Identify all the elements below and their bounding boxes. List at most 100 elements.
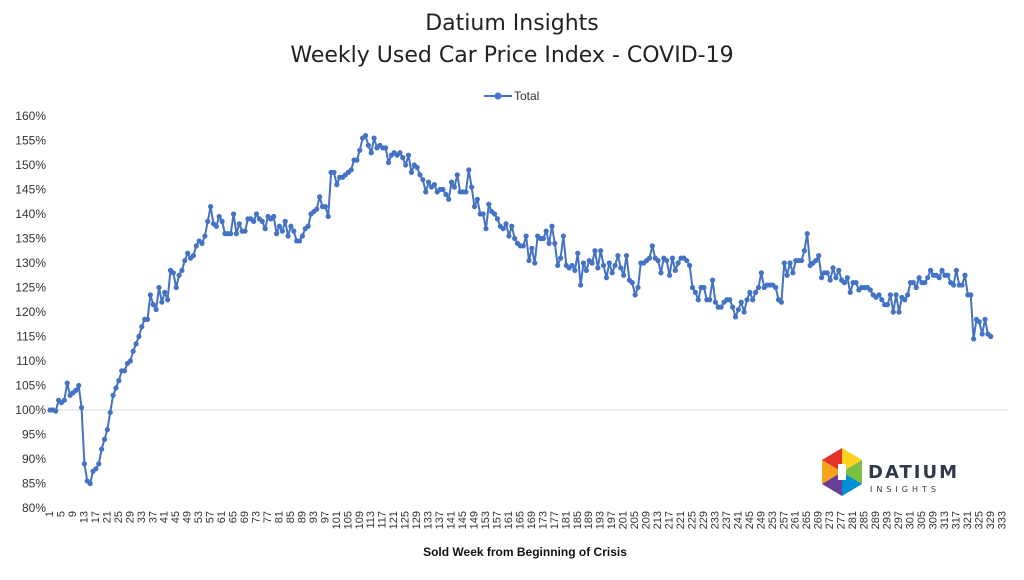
x-tick-label: 77 — [262, 511, 274, 523]
data-point — [216, 213, 222, 220]
data-point — [76, 382, 82, 389]
data-point — [236, 221, 242, 227]
data-point — [922, 280, 928, 286]
data-point — [557, 255, 564, 261]
data-point — [446, 196, 452, 202]
data-point — [623, 253, 630, 259]
y-tick-label: 135% — [15, 232, 46, 246]
data-point — [879, 297, 885, 303]
x-tick-label: 253 — [767, 511, 779, 529]
data-point — [403, 162, 409, 168]
data-point — [847, 289, 853, 295]
data-point — [595, 265, 601, 271]
legend-label: Total — [514, 89, 539, 103]
x-tick-label: 217 — [664, 511, 676, 529]
data-point — [121, 368, 128, 374]
data-point — [612, 262, 618, 269]
data-point — [276, 223, 283, 229]
data-point — [296, 238, 303, 244]
logo-facet — [822, 448, 842, 472]
x-tick-label: 177 — [549, 511, 561, 529]
y-tick-label: 95% — [22, 428, 46, 442]
data-point — [202, 233, 208, 239]
data-point — [354, 157, 360, 163]
x-tick-label: 213 — [652, 511, 664, 529]
data-point — [179, 267, 185, 273]
data-point — [185, 250, 191, 256]
data-point — [480, 211, 486, 217]
data-point — [927, 267, 934, 273]
data-point — [233, 231, 240, 237]
data-point — [440, 186, 446, 193]
data-point — [219, 218, 225, 224]
x-tick-label: 149 — [469, 511, 481, 529]
data-point — [529, 245, 535, 251]
data-point — [96, 461, 102, 467]
data-point — [64, 380, 70, 386]
data-point — [583, 267, 589, 273]
y-tick-label: 160% — [15, 109, 46, 123]
data-point — [262, 226, 268, 232]
data-point — [144, 316, 151, 322]
data-point — [750, 297, 756, 303]
data-point — [282, 218, 288, 224]
x-tick-label: 109 — [354, 511, 366, 529]
data-point — [176, 272, 182, 278]
data-point — [543, 228, 549, 234]
logo-facet — [822, 460, 842, 484]
x-tick-label: 181 — [560, 511, 572, 529]
data-point — [104, 427, 110, 433]
data-point — [523, 233, 529, 239]
data-point — [784, 272, 790, 278]
data-point — [110, 392, 116, 398]
x-tick-label: 249 — [755, 511, 767, 529]
data-point — [968, 292, 974, 298]
data-point — [669, 255, 676, 261]
data-point — [950, 282, 957, 288]
x-tick-label: 121 — [388, 511, 400, 529]
data-point — [93, 466, 99, 472]
data-point — [448, 179, 455, 185]
y-tick-label: 90% — [22, 452, 46, 466]
data-point — [916, 275, 922, 281]
x-tick-label: 201 — [618, 511, 630, 529]
x-axis-label: Sold Week from Beginning of Crisis — [423, 545, 627, 559]
data-point — [368, 150, 374, 156]
data-point — [578, 282, 584, 288]
data-point — [208, 204, 214, 210]
data-point — [853, 280, 859, 286]
x-tick-label: 309 — [927, 511, 939, 529]
x-tick-label: 229 — [698, 511, 710, 529]
data-point — [127, 358, 133, 364]
y-tick-label: 110% — [16, 354, 46, 368]
data-point — [615, 253, 621, 259]
data-point — [271, 213, 277, 220]
x-tick-label: 137 — [434, 511, 446, 529]
data-point — [816, 253, 822, 259]
chart-subtitle: Weekly Used Car Price Index - COVID-19 — [290, 43, 733, 68]
data-point — [976, 319, 982, 325]
chart-title: Datium Insights — [425, 11, 599, 36]
data-point — [417, 172, 423, 178]
data-point — [133, 341, 139, 347]
x-tick-label: 257 — [778, 511, 790, 529]
data-point — [279, 228, 285, 234]
data-point — [687, 262, 693, 269]
data-point — [841, 280, 848, 286]
data-point — [600, 262, 607, 269]
data-point — [646, 255, 653, 261]
data-point — [962, 272, 968, 278]
x-tick-label: 209 — [641, 511, 653, 529]
data-point — [443, 191, 449, 197]
data-point — [242, 228, 248, 234]
data-point — [982, 316, 988, 322]
x-tick-label: 233 — [709, 511, 721, 529]
x-tick-label: 29 — [124, 511, 136, 523]
data-point — [299, 233, 306, 239]
data-point — [362, 133, 369, 139]
y-tick-label: 80% — [22, 501, 46, 515]
data-point — [408, 169, 414, 175]
x-axis: 1 5 9 13 17 21 25 29 33 37 41 45 49 53 57 61 65 69 73 77 81 8… — [44, 511, 1008, 529]
data-point — [491, 211, 498, 217]
